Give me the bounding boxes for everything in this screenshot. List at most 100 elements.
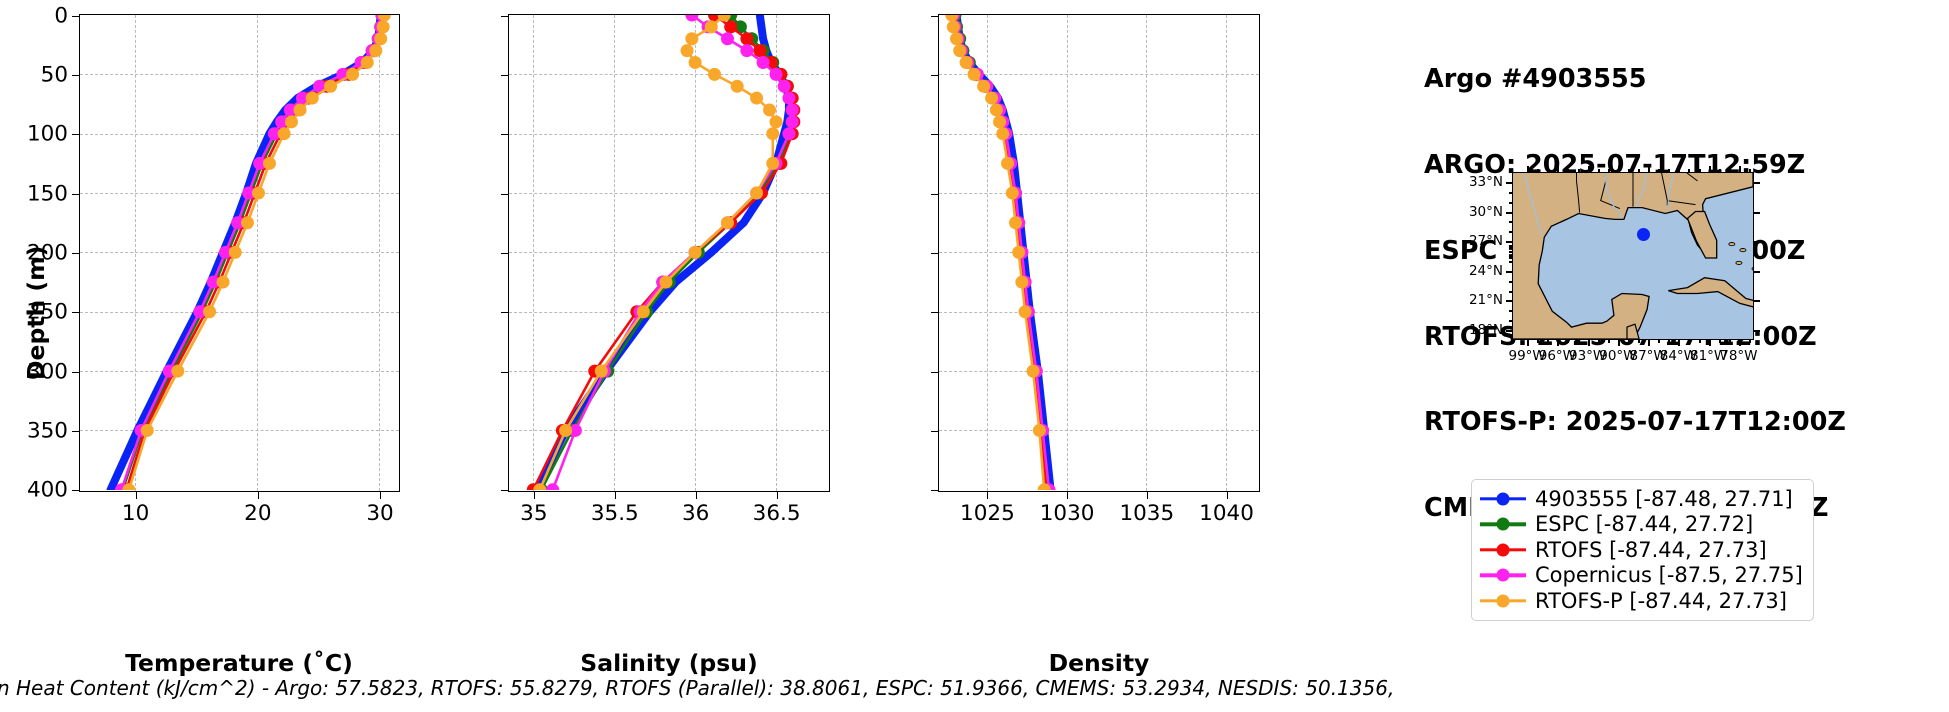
series-marker: [374, 32, 388, 46]
series-marker: [996, 127, 1010, 141]
y-tick: [501, 15, 508, 17]
depth-axis-title: Depth (m): [22, 245, 50, 380]
series-marker: [253, 156, 267, 170]
series-marker: [231, 216, 245, 230]
y-tick: [501, 253, 508, 254]
y-tick: [501, 134, 508, 136]
series-marker: [546, 483, 560, 490]
legend-item[interactable]: 4903555 [-87.48, 27.71]: [1480, 486, 1803, 512]
x-tick-label: 36: [682, 501, 710, 526]
series-marker: [704, 20, 718, 34]
series-marker: [193, 305, 207, 319]
map-state-border: [1686, 173, 1698, 182]
map-lon-label: 84°W: [1659, 348, 1698, 364]
x-tick: [987, 492, 989, 499]
legend-item[interactable]: Copernicus [-87.5, 27.75]: [1480, 563, 1803, 589]
series-marker: [708, 67, 722, 81]
series-marker: [756, 55, 770, 69]
y-tick: [931, 312, 938, 314]
y-tick: [931, 134, 938, 136]
salinity-axis-title: Salinity (psu): [580, 649, 758, 677]
map-lon-minor-tick: [1668, 340, 1671, 343]
map-lon-label: 81°W: [1689, 348, 1728, 364]
map-island: [1739, 248, 1747, 253]
series-marker: [724, 20, 738, 34]
temperature-panel: [79, 14, 400, 492]
y-tick: [72, 371, 79, 373]
series-marker: [216, 275, 230, 289]
map-lat-minor-tick: [1509, 251, 1512, 254]
legend-item[interactable]: ESPC [-87.44, 27.72]: [1480, 512, 1803, 538]
grid-line-horizontal: [939, 133, 1259, 135]
map-lat-label: 27°N: [1468, 233, 1503, 250]
series-marker: [782, 91, 796, 105]
map-lat-tick: [1506, 181, 1512, 184]
map-lat-tick: [1754, 270, 1760, 273]
series-marker: [305, 91, 319, 105]
series-marker: [1012, 245, 1026, 259]
series-marker: [636, 305, 650, 319]
grid-line-horizontal: [939, 193, 1259, 195]
legend-item-label: RTOFS [-87.44, 27.73]: [1535, 537, 1767, 562]
y-tick: [72, 431, 79, 433]
series-line-rtofs: [125, 15, 385, 490]
map-lat-label: 33°N: [1468, 173, 1503, 190]
series-marker: [1026, 364, 1040, 378]
map-lon-minor-tick: [1607, 169, 1610, 172]
y-tick: [501, 312, 508, 314]
series-marker: [750, 186, 764, 200]
legend-item-label: RTOFS-P [-87.44, 27.73]: [1535, 588, 1787, 613]
x-tick: [380, 492, 382, 499]
y-tick: [72, 134, 79, 136]
legend-item[interactable]: RTOFS-P [-87.44, 27.73]: [1480, 588, 1803, 614]
map-lat-label: 24°N: [1468, 262, 1503, 279]
grid-line-horizontal: [509, 133, 829, 135]
y-tick: [931, 431, 938, 433]
series-curves: [526, 15, 801, 490]
series-marker: [753, 44, 767, 58]
map-lon-tick: [1557, 166, 1560, 172]
series-marker: [777, 79, 791, 93]
legend-item-label: 4903555 [-87.48, 27.71]: [1535, 486, 1793, 511]
series-marker: [685, 15, 699, 22]
salinity-plot-area: [509, 15, 829, 491]
map-lat-minor-tick: [1509, 191, 1512, 194]
series-marker: [568, 423, 582, 437]
map-lon-minor-tick: [1537, 169, 1540, 172]
x-tick: [1067, 492, 1069, 499]
series-marker: [346, 67, 360, 81]
x-tick: [1146, 492, 1148, 499]
grid-line-horizontal: [80, 133, 399, 135]
map-lon-minor-tick: [1547, 340, 1550, 343]
map-lat-minor-tick: [1509, 221, 1512, 224]
series-line-rtofs: [952, 15, 1048, 490]
map-lat-minor-tick: [1509, 320, 1512, 323]
map-lon-minor-tick: [1698, 169, 1701, 172]
series-marker: [293, 103, 307, 117]
y-tick: [72, 15, 79, 17]
map-river: [1636, 173, 1648, 207]
series-marker: [1032, 423, 1046, 437]
y-tick: [501, 74, 508, 76]
map-lat-tick: [1506, 241, 1512, 244]
map-lat-tick: [1506, 300, 1512, 303]
map-lon-minor-tick: [1638, 169, 1641, 172]
series-line-4903555: [532, 15, 793, 490]
x-tick-label: 20: [244, 501, 272, 526]
map-island: [1728, 242, 1736, 247]
series-line-copernicus: [120, 15, 384, 490]
map-lon-minor-tick: [1728, 169, 1731, 172]
series-marker: [533, 483, 547, 490]
series-marker: [946, 20, 960, 34]
grid-line-horizontal: [80, 311, 399, 313]
series-marker: [782, 127, 796, 141]
map-lon-minor-tick: [1577, 169, 1580, 172]
series-line-4903555: [952, 15, 1055, 490]
map-lon-minor-tick: [1547, 169, 1550, 172]
legend-item[interactable]: RTOFS [-87.44, 27.73]: [1480, 537, 1803, 563]
map-lon-label: 93°W: [1568, 348, 1607, 364]
series-marker: [295, 91, 309, 105]
map-lat-minor-tick: [1509, 290, 1512, 293]
map-lon-tick: [1587, 166, 1590, 172]
series-marker: [1037, 483, 1051, 490]
